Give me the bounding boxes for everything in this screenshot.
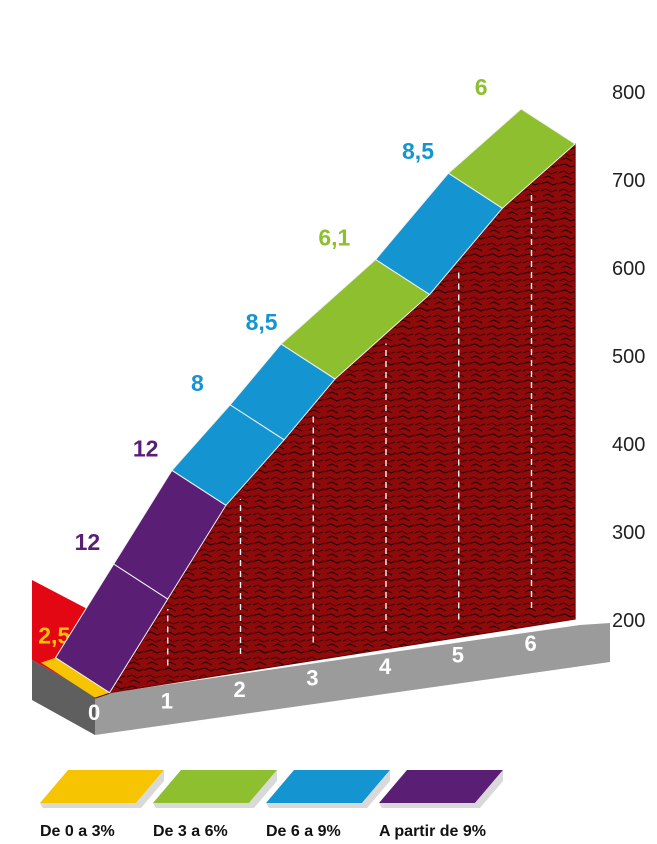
y-axis-tick-label: 200 — [612, 610, 645, 632]
x-axis-tick-label: 3 — [306, 666, 318, 691]
segment-grade-label: 6 — [475, 74, 488, 100]
legend-swatch-shadow — [379, 770, 503, 808]
y-axis-tick-label: 400 — [612, 434, 645, 456]
segment-grade-label: 8,5 — [246, 309, 278, 335]
x-axis-tick-label: 5 — [452, 643, 464, 668]
legend-item: De 6 a 9% — [266, 770, 390, 840]
legend: De 0 a 3% De 3 a 6% De 6 a 9% A partir de 9… — [40, 770, 503, 840]
segment-grade-label: 12 — [75, 529, 101, 555]
x-axis-tick-label: 0 — [88, 700, 100, 725]
legend-item: A partir de 9% — [379, 770, 503, 840]
legend-item: De 3 a 6% — [153, 770, 277, 840]
y-axis-tick-label: 800 — [612, 82, 645, 104]
legend-swatch-shadow — [40, 770, 164, 808]
legend-swatch — [40, 770, 164, 803]
legend-label: De 3 a 6% — [153, 823, 228, 840]
legend-swatch-shadow — [153, 770, 277, 808]
segment-grade-label: 6,1 — [318, 225, 350, 251]
legend-label: A partir de 9% — [379, 823, 486, 840]
legend-swatch — [153, 770, 277, 803]
legend-item: De 0 a 3% — [40, 770, 164, 840]
segment-grade-label: 12 — [133, 435, 159, 461]
legend-swatch — [266, 770, 390, 803]
base-top-face — [95, 623, 610, 735]
x-axis-tick-label: 2 — [234, 677, 246, 702]
y-axis-tick-label: 700 — [612, 170, 645, 192]
segment-grade-label: 8 — [191, 370, 204, 396]
legend-swatch-shadow — [266, 770, 390, 808]
x-axis-tick-label: 1 — [161, 689, 173, 714]
chart-base — [32, 623, 610, 735]
segment-grade-label: 8,5 — [402, 138, 434, 164]
legend-label: De 6 a 9% — [266, 823, 341, 840]
y-axis-tick-label: 500 — [612, 346, 645, 368]
y-axis-tick-label: 300 — [612, 522, 645, 544]
x-axis-tick-label: 6 — [525, 631, 537, 656]
segment-band — [41, 657, 110, 698]
segment-band — [447, 108, 576, 209]
y-axis-tick-label: 600 — [612, 258, 645, 280]
legend-label: De 0 a 3% — [40, 823, 115, 840]
base-left-face — [32, 660, 95, 735]
km-guides — [167, 192, 533, 666]
x-axis-tick-label: 4 — [379, 654, 392, 679]
legend-swatch — [379, 770, 503, 803]
